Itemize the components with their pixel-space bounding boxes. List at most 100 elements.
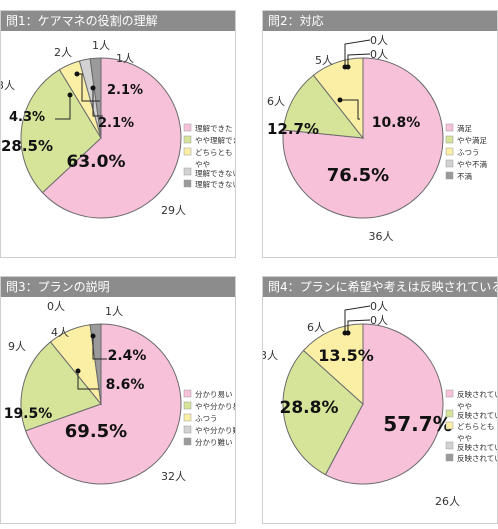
legend-swatch-4	[183, 425, 192, 434]
count-label-2: 13人	[1, 79, 15, 92]
callout-dot-4	[74, 71, 80, 77]
chart-title-2: 問2：対応	[263, 11, 497, 31]
chart-title-1: 問1：ケアマネの役割の理解	[1, 11, 235, 31]
legend-swatch-2	[183, 401, 192, 410]
chart-panel-1: 問1：ケアマネの役割の理解 29人 13人 2人 1人 1人 63.0% 28.5% 4.3%…	[0, 10, 236, 258]
count-label-1: 29人	[161, 204, 186, 217]
legend-swatch-1	[183, 389, 192, 398]
callout-line-4	[344, 39, 371, 67]
percent-label-3: 10.8%	[372, 115, 421, 131]
legend-label-2: 反映されている	[457, 410, 497, 420]
percent-label-5: 2.4%	[108, 348, 147, 364]
legend-label-2: やや分かり易い	[195, 402, 235, 411]
percent-label-3: 8.6%	[106, 377, 145, 393]
chart-title-4: 問4：プランに希望や考えは反映されている	[263, 277, 497, 297]
legend-label-3: どちらとも	[195, 148, 233, 157]
legend-label-3: ふつう	[457, 148, 480, 157]
callout-dot-5	[90, 85, 96, 91]
legend-label-2: やや	[457, 402, 472, 411]
count-label-4: 1人	[92, 39, 110, 52]
pie-slice-1	[324, 323, 444, 485]
legend-label-5: 反映されていない	[457, 453, 497, 463]
callout-line-4	[344, 305, 371, 333]
legend-swatch-1	[183, 123, 192, 132]
pie-slice-1	[41, 57, 182, 219]
legend: 反映されているやや反映されているどちらともやや反映されていない反映されていない	[445, 389, 497, 463]
percent-label-4: 2.1%	[107, 83, 143, 98]
legend-swatch-3	[445, 147, 454, 156]
percent-label-2: 28.8%	[280, 398, 339, 418]
legend-swatch-4	[183, 167, 192, 176]
legend-swatch-2	[445, 135, 454, 144]
percent-label-1: 57.7%	[383, 412, 452, 436]
callout-dot-5	[345, 64, 351, 70]
legend-label-4: やや	[195, 160, 210, 169]
callout-line-3	[55, 95, 71, 120]
percent-label-1: 76.5%	[327, 165, 389, 186]
pie-slice-2	[20, 68, 102, 194]
count-label-3: 4人	[51, 326, 69, 339]
count-label-3: 5人	[315, 54, 333, 67]
callout-line-3	[77, 371, 99, 390]
pie-slice-1	[24, 323, 182, 485]
legend-label-3: どちらとも	[457, 422, 495, 431]
percent-label-1: 63.0%	[67, 152, 126, 172]
pie-chart-3: 32人 9人 4人 0人 1人 69.5% 19.5% 8.6% 2.4% 分かり易いやや分かり易…	[4, 300, 235, 485]
legend-swatch-5	[183, 437, 192, 446]
legend-label-1: 反映されている	[457, 389, 497, 399]
count-label-4: 0人	[47, 300, 65, 313]
pie-slice-3	[312, 57, 364, 140]
legend-label-4: やや分かり難い	[195, 425, 235, 435]
pie-slice-5	[89, 57, 102, 139]
pie-chart-4: 26人13人6人0人0人57.7%28.8%13.5%反映されているやや反映され…	[263, 300, 497, 508]
legend-swatch-1	[445, 123, 454, 132]
legend-swatch-3	[183, 413, 192, 422]
count-label-5: 0人	[370, 314, 388, 327]
legend-swatch-1	[445, 389, 454, 398]
legend-label-1: 理解できた	[195, 123, 233, 133]
legend-label-4: やや不満	[457, 160, 487, 169]
chart-panel-3: 問3：プランの説明 32人 9人 4人 0人 1人 69.5% 19.5% 8.6% 2.4% 分…	[0, 276, 236, 524]
callout-line-3	[340, 99, 360, 120]
count-label-1: 26人	[435, 495, 460, 508]
legend-swatch-2	[183, 135, 192, 144]
callout-line-5	[92, 88, 103, 117]
percent-label-2: 28.5%	[1, 137, 53, 155]
legend-swatch-5	[445, 171, 454, 180]
legend-label-3: ふつう	[195, 414, 218, 423]
pie-slice-1	[282, 57, 444, 219]
callout-dot-5	[345, 330, 351, 336]
chart-panel-2: 問2：対応 36人 6人 5人 0人 0人 76.5% 12.7% 10.8% 満足 やや満足 ふつ…	[262, 10, 498, 258]
legend: 分かり易いやや分かり易いふつうやや分かり難い分かり難い	[183, 389, 235, 447]
count-label-5: 1人	[116, 52, 134, 65]
callout-line-5	[347, 53, 371, 67]
count-label-2: 6人	[267, 95, 285, 108]
count-label-1: 36人	[369, 230, 394, 243]
callout-line-5	[92, 336, 107, 360]
legend-label-5: 分かり難い	[195, 437, 233, 447]
legend-label-4: 反映されていない	[457, 442, 497, 452]
pie-chart-1: 29人 13人 2人 1人 1人 63.0% 28.5% 4.3% 2.1% 2.1% 理解できたや…	[1, 39, 235, 219]
count-label-5: 0人	[370, 48, 388, 61]
count-label-4: 0人	[370, 300, 388, 313]
percent-label-2: 12.7%	[267, 120, 319, 138]
count-label-2: 13人	[263, 349, 278, 362]
count-label-2: 9人	[8, 340, 26, 353]
legend: 理解できたやや理解できたどちらともやや理解できない理解できない	[183, 123, 235, 189]
legend-label-5: 不満	[457, 172, 472, 181]
count-label-3: 2人	[54, 46, 72, 59]
count-label-1: 32人	[161, 470, 186, 483]
legend-swatch-4	[445, 159, 454, 168]
pie-slice-3	[302, 323, 364, 406]
chart-title-3: 問3：プランの説明	[1, 277, 235, 297]
legend-swatch-2	[445, 409, 454, 418]
legend-swatch-3	[445, 421, 454, 430]
legend-swatch-5	[445, 453, 454, 462]
legend-label-4: 理解できない	[195, 168, 235, 178]
percent-label-3: 13.5%	[318, 346, 374, 365]
callout-dot-5	[90, 333, 96, 339]
legend-swatch-4	[445, 441, 454, 450]
